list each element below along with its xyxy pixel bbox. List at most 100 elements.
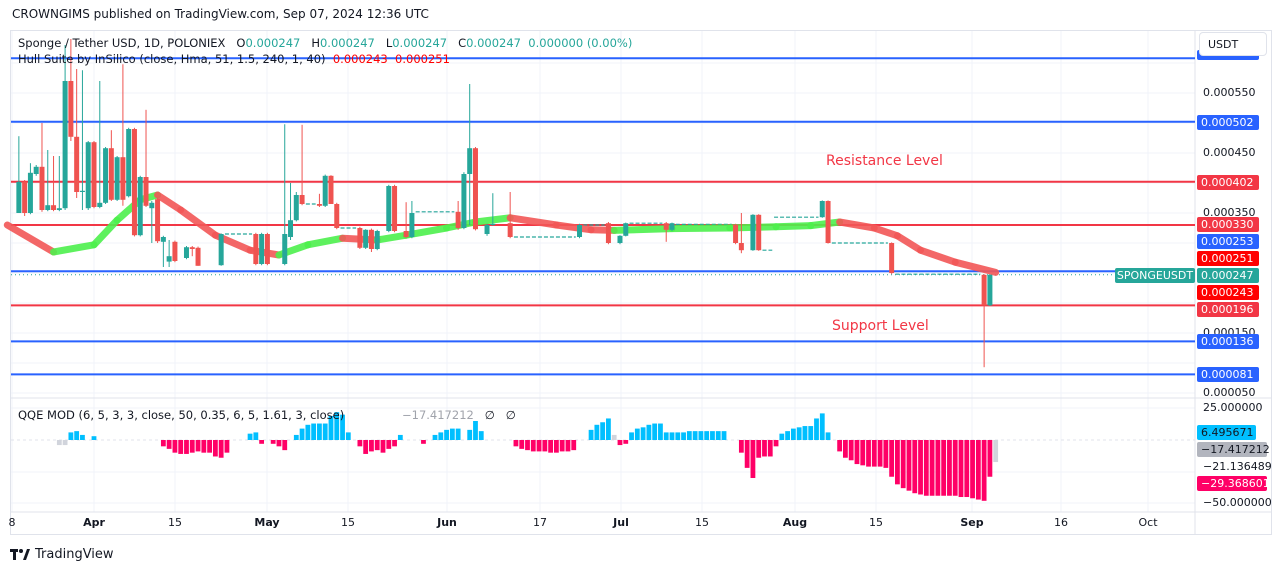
hull-segment: [443, 218, 479, 232]
qqe-bar: [681, 432, 686, 440]
level-tag: 0.000502: [1197, 115, 1259, 130]
candle-body: [756, 214, 762, 251]
qqe-bar: [802, 426, 808, 440]
qqe-bar: [218, 440, 224, 458]
x-axis-label: May: [254, 516, 280, 529]
qqe-bar: [473, 420, 478, 440]
hull-segment: [870, 224, 901, 240]
qqe-bar: [935, 440, 941, 496]
hull-legend[interactable]: Hull Suite by InSilico (close, Hma, 51, …: [18, 52, 450, 66]
qqe-bar: [345, 432, 351, 440]
candle-body: [293, 195, 299, 221]
symbol-tag: SPONGEUSDT: [1115, 268, 1195, 283]
qqe-legend[interactable]: QQE MOD (6, 5, 3, 3, close, 50, 0.35, 6,…: [18, 408, 344, 422]
qqe-value: −17.417212: [402, 408, 474, 422]
hull-tag: 0.000251: [1197, 251, 1259, 266]
qqe-bar: [900, 440, 906, 489]
qqe-bar: [299, 428, 305, 440]
candle-body: [617, 235, 623, 243]
qqe-tag-down: −29.368601: [1197, 476, 1270, 491]
qqe-bar: [432, 434, 438, 440]
candle-body: [455, 211, 461, 228]
qqe-bar: [184, 440, 189, 454]
qqe-bar: [646, 424, 652, 440]
candle-body: [259, 234, 265, 264]
qqe-bar: [721, 431, 727, 440]
qqe-bar: [756, 440, 762, 458]
qqe-bar: [160, 440, 166, 447]
qqe-bar: [259, 440, 265, 444]
qqe-bar: [369, 440, 374, 452]
qqe-bar: [912, 440, 918, 494]
qqe-axis-label: 25.000000: [1203, 401, 1263, 414]
candle-body: [22, 181, 28, 213]
candle-body: [33, 166, 39, 174]
candle-body: [733, 225, 739, 243]
level-tag: 0.000330: [1197, 217, 1259, 232]
tradingview-brand[interactable]: TradingView: [10, 547, 114, 562]
chart-frame: [10, 30, 1272, 535]
hull-segment: [154, 191, 185, 214]
candle-body: [166, 256, 172, 262]
candle-body: [392, 186, 398, 231]
qqe-bar: [866, 440, 871, 467]
candle-body: [577, 225, 583, 237]
qqe-bar: [317, 423, 322, 440]
qqe-bar: [819, 413, 825, 440]
qqe-bar: [773, 440, 779, 447]
na-value-1: ∅: [484, 408, 495, 422]
qqe-bar: [80, 434, 85, 440]
open-label: O: [236, 36, 246, 50]
qqe-bar: [56, 440, 62, 446]
qqe-bar: [172, 440, 178, 453]
candle-body: [74, 136, 80, 192]
qqe-bar: [640, 427, 646, 440]
price-axis-label: 0.000550: [1203, 86, 1256, 99]
qqe-bar: [74, 431, 80, 440]
qqe-bar: [947, 440, 952, 496]
hull-value-2: 0.000251: [395, 52, 450, 66]
qqe-bar: [796, 427, 802, 440]
level-tag: 0.000196: [1197, 302, 1259, 317]
currency-button[interactable]: USDT: [1199, 32, 1267, 56]
hull-segment: [893, 232, 925, 254]
candle-body: [403, 231, 409, 237]
candle-body: [605, 223, 611, 243]
candle-body: [334, 204, 340, 228]
qqe-bar: [421, 440, 426, 444]
qqe-bar: [305, 424, 311, 440]
qqe-bar: [565, 440, 571, 452]
qqe-bar: [397, 434, 403, 440]
qqe-bar: [952, 440, 958, 496]
candle-body: [507, 223, 513, 237]
qqe-bar: [750, 440, 756, 479]
high-label: H: [311, 36, 320, 50]
qqe-bar: [530, 440, 536, 452]
x-axis-label: 15: [168, 516, 182, 529]
qqe-bar: [970, 440, 975, 499]
qqe-bar: [767, 440, 773, 457]
hull-segment: [177, 206, 219, 239]
qqe-bar: [860, 440, 866, 466]
qqe-bar: [212, 440, 218, 457]
level-tag: 0.000136: [1197, 334, 1259, 349]
candle-body: [253, 234, 259, 264]
qqe-bar: [837, 440, 843, 452]
candle-body: [120, 157, 126, 200]
candle-body: [987, 274, 993, 306]
qqe-bar: [392, 440, 397, 447]
candle-body: [264, 234, 270, 264]
qqe-bar: [363, 440, 369, 454]
qqe-tag-up: 6.495671: [1197, 425, 1256, 440]
candle-body: [149, 202, 155, 209]
qqe-name: QQE MOD (6, 5, 3, 3, close, 50, 0.35, 6,…: [18, 408, 345, 422]
qqe-bar: [617, 440, 623, 446]
qqe-bar: [513, 440, 519, 447]
symbol-name: Sponge / Tether USD, 1D, POLONIEX: [18, 36, 226, 50]
hull-value-1: 0.000243: [332, 52, 388, 66]
qqe-bar: [571, 440, 577, 451]
qqe-bar: [207, 440, 212, 453]
qqe-bar: [467, 429, 473, 440]
qqe-bar: [871, 440, 877, 467]
